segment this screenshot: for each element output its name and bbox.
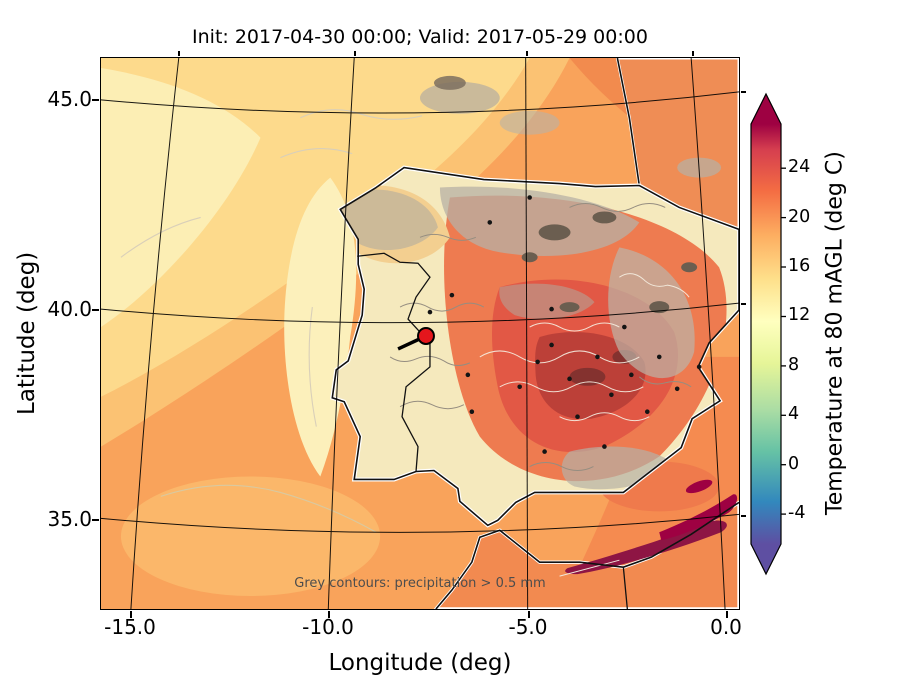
y-tick-mark	[92, 309, 99, 311]
colorbar-gradient	[751, 124, 781, 544]
colorbar-tick-label: 16	[788, 256, 811, 276]
x-tick-mark	[328, 611, 330, 618]
colorbar-axis-label: Temperature at 80 mAGL (deg C)	[822, 151, 848, 516]
top-tick-mark	[354, 51, 356, 56]
y-tick-mark	[92, 99, 99, 101]
colorbar-extend-top	[751, 94, 781, 124]
colorbar	[750, 92, 786, 576]
top-tick-mark	[526, 51, 528, 56]
colorbar-tick-label: 12	[788, 305, 811, 325]
africa-coastline	[435, 501, 739, 609]
colorbar-tick-label: 8	[788, 355, 800, 375]
y-tick-label: 40.0	[47, 297, 92, 321]
site-marker	[397, 327, 435, 351]
right-tick-mark	[741, 515, 746, 517]
top-tick-mark	[178, 51, 180, 56]
colorbar-extend-bottom	[751, 544, 781, 574]
graticule-grid	[101, 58, 739, 609]
x-tick-mark	[130, 611, 132, 618]
colorbar-tick-label: -4	[788, 503, 806, 523]
colorbar-tick-marks	[781, 167, 786, 515]
iberian-peninsula	[330, 165, 739, 528]
plot-title: Init: 2017-04-30 00:00; Valid: 2017-05-2…	[192, 26, 648, 48]
colorbar-tick-label: 20	[788, 207, 811, 227]
map-plot-area: Grey contours: precipitation > 0.5 mm	[100, 57, 740, 610]
right-tick-mark	[741, 303, 746, 305]
x-tick-label: -10.0	[302, 615, 354, 639]
temperature-map-canvas	[101, 58, 739, 609]
iberia-coastline	[331, 166, 739, 527]
colorbar-tick-label: 4	[788, 404, 800, 424]
portugal-spain-border	[357, 252, 431, 472]
x-tick-mark	[528, 611, 530, 618]
top-tick-mark	[692, 51, 694, 56]
map-dots	[427, 195, 702, 454]
x-tick-label: -15.0	[104, 615, 156, 639]
morocco-algeria-border	[622, 567, 628, 609]
x-tick-mark	[726, 611, 728, 618]
y-tick-label: 45.0	[47, 87, 92, 111]
north-africa-landmass	[433, 479, 739, 609]
precipitation-annotation: Grey contours: precipitation > 0.5 mm	[294, 576, 546, 591]
colorbar-tick-label: 24	[788, 157, 811, 177]
x-tick-label: -5.0	[508, 615, 548, 639]
right-tick-mark	[741, 91, 746, 93]
y-tick-mark	[92, 519, 99, 521]
x-axis-label: Longitude (deg)	[328, 650, 512, 676]
colorbar-tick-label: 0	[788, 454, 800, 474]
y-tick-label: 35.0	[47, 507, 92, 531]
x-tick-label: 0.0	[710, 615, 742, 639]
